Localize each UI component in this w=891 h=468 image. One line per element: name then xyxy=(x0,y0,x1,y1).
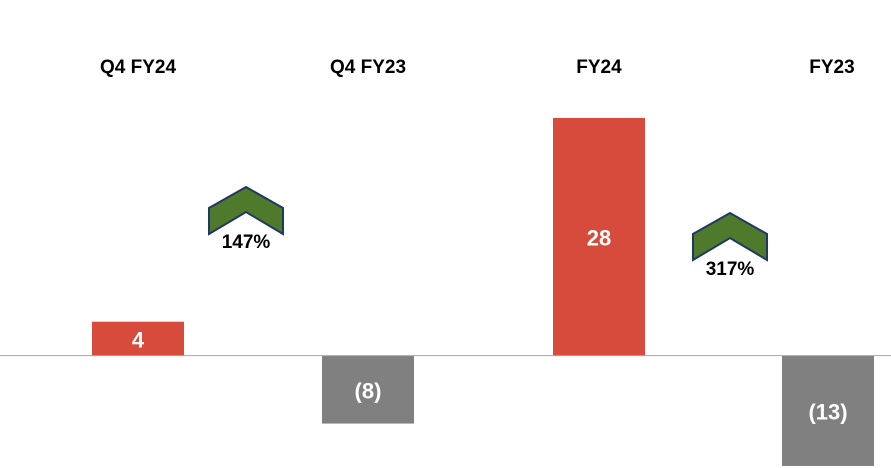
category-label: FY23 xyxy=(809,57,854,78)
up-arrow xyxy=(692,211,768,262)
bar xyxy=(322,355,414,424)
value-label: (8) xyxy=(355,378,382,403)
bar xyxy=(92,321,184,356)
annotation: 147% xyxy=(222,232,271,253)
bar xyxy=(782,355,874,466)
value-label: 4 xyxy=(132,327,145,352)
value-label: (13) xyxy=(808,400,847,425)
bar xyxy=(553,118,645,356)
value-label: 28 xyxy=(587,226,611,251)
category-label: Q4 FY24 xyxy=(100,57,176,78)
annotation: 317% xyxy=(706,259,755,280)
category-label: Q4 FY23 xyxy=(330,57,406,78)
category-label: FY24 xyxy=(576,57,622,78)
up-arrow xyxy=(208,185,284,236)
